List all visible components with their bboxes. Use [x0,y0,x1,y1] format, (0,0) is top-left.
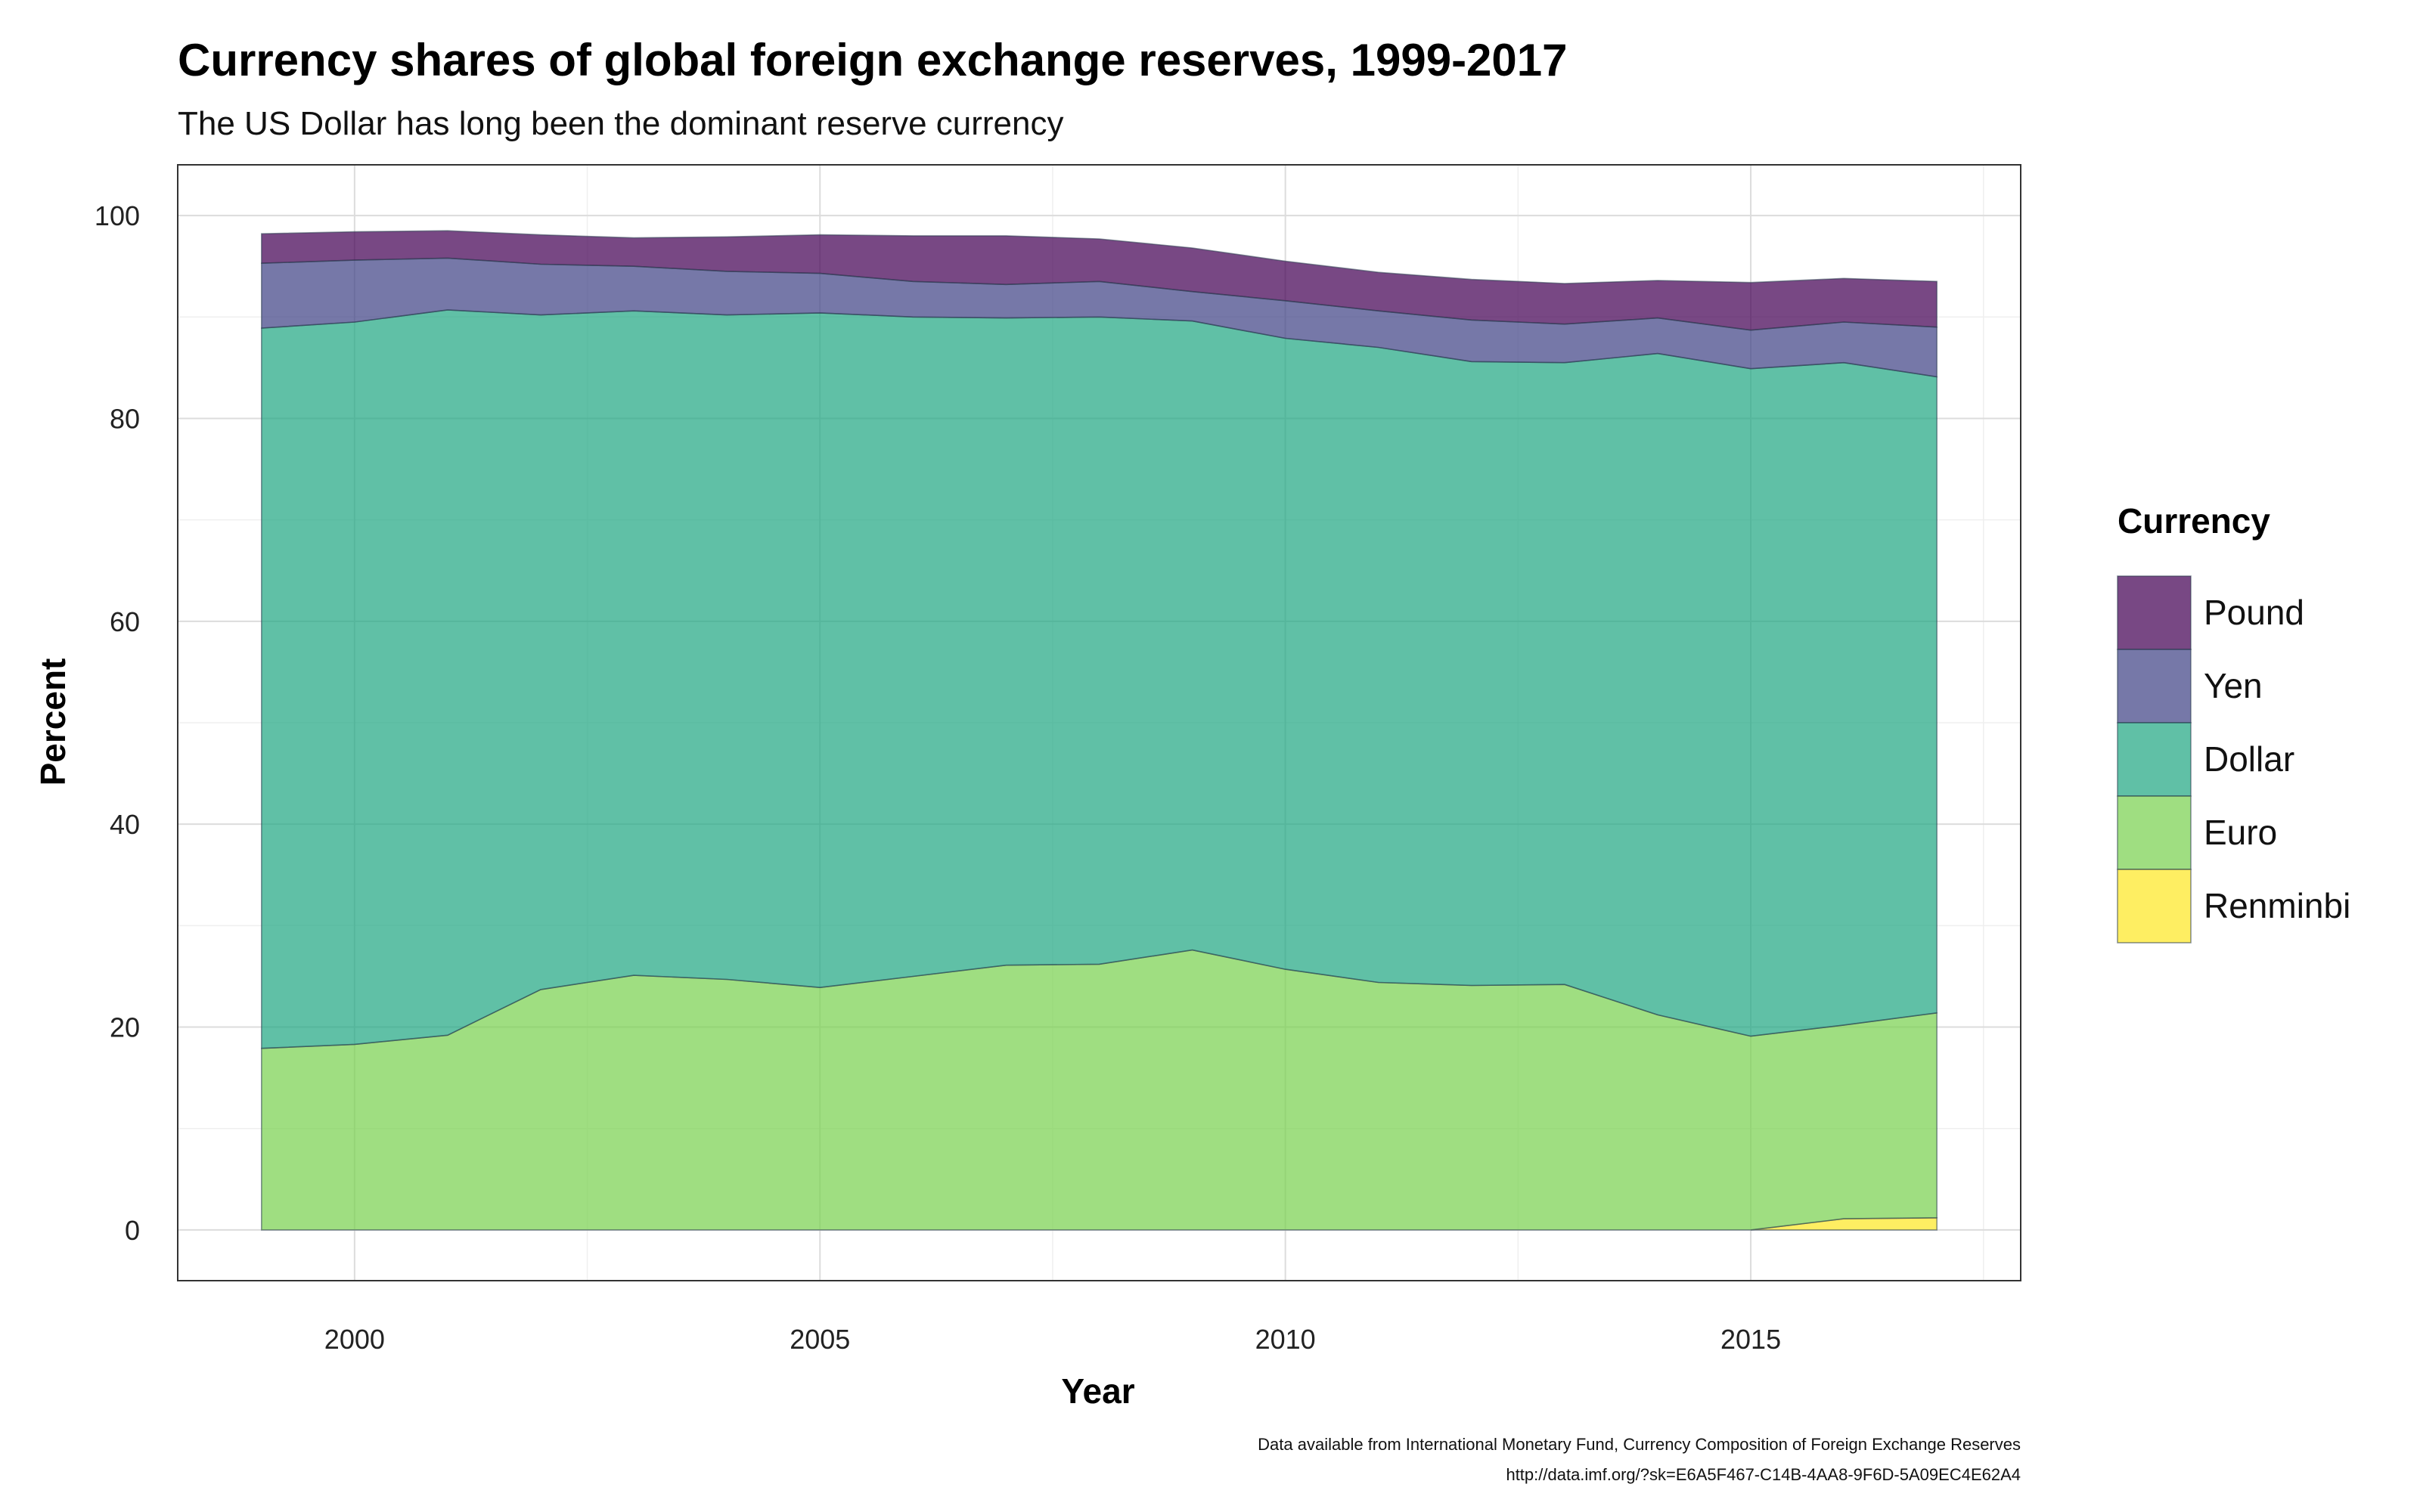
axis-ticks: 2000 2005 2010 2015 0 20 40 60 80 100 [95,200,1781,1355]
plot-panel-border [177,164,2021,1281]
chart-subtitle: The US Dollar has long been the dominant… [178,105,1064,142]
legend-swatch-yen [2117,649,2192,723]
legend-swatch-pound [2117,575,2192,650]
x-tick-label: 2000 [324,1324,385,1355]
legend-swatch-dollar [2117,722,2192,797]
y-tick-label: 0 [125,1215,140,1246]
x-tick-label: 2005 [790,1324,850,1355]
y-tick-label: 80 [110,403,140,434]
area-pound [261,230,1938,331]
x-tick-label: 2015 [1720,1324,1781,1355]
y-tick-label: 100 [95,200,140,231]
legend-label-dollar: Dollar [2204,739,2294,779]
stacked-areas [261,230,1938,1231]
source-caption-line-2: http://data.imf.org/?sk=E6A5F467-C14B-4A… [1506,1465,2021,1484]
x-axis-title: Year [1061,1371,1134,1411]
y-tick-label: 60 [110,606,140,637]
chart-title: Currency shares of global foreign exchan… [178,35,1568,85]
legend-label-pound: Pound [2204,593,2304,632]
legend-swatch-euro [2117,795,2192,870]
legend-title: Currency [2118,501,2270,541]
legend-label-euro: Euro [2204,813,2277,852]
x-tick-label: 2010 [1255,1324,1316,1355]
y-tick-label: 40 [110,809,140,840]
y-axis-title: Percent [33,658,73,786]
legend-label-yen: Yen [2204,666,2263,705]
y-tick-label: 20 [110,1012,140,1043]
legend: Currency Pound Yen Dollar Euro Renminbi [2117,501,2350,943]
legend-label-renminbi: Renminbi [2204,886,2350,925]
legend-swatch-renminbi [2117,869,2192,943]
source-caption-line-1: Data available from International Moneta… [1258,1435,2021,1454]
area-dollar [261,309,1938,1049]
